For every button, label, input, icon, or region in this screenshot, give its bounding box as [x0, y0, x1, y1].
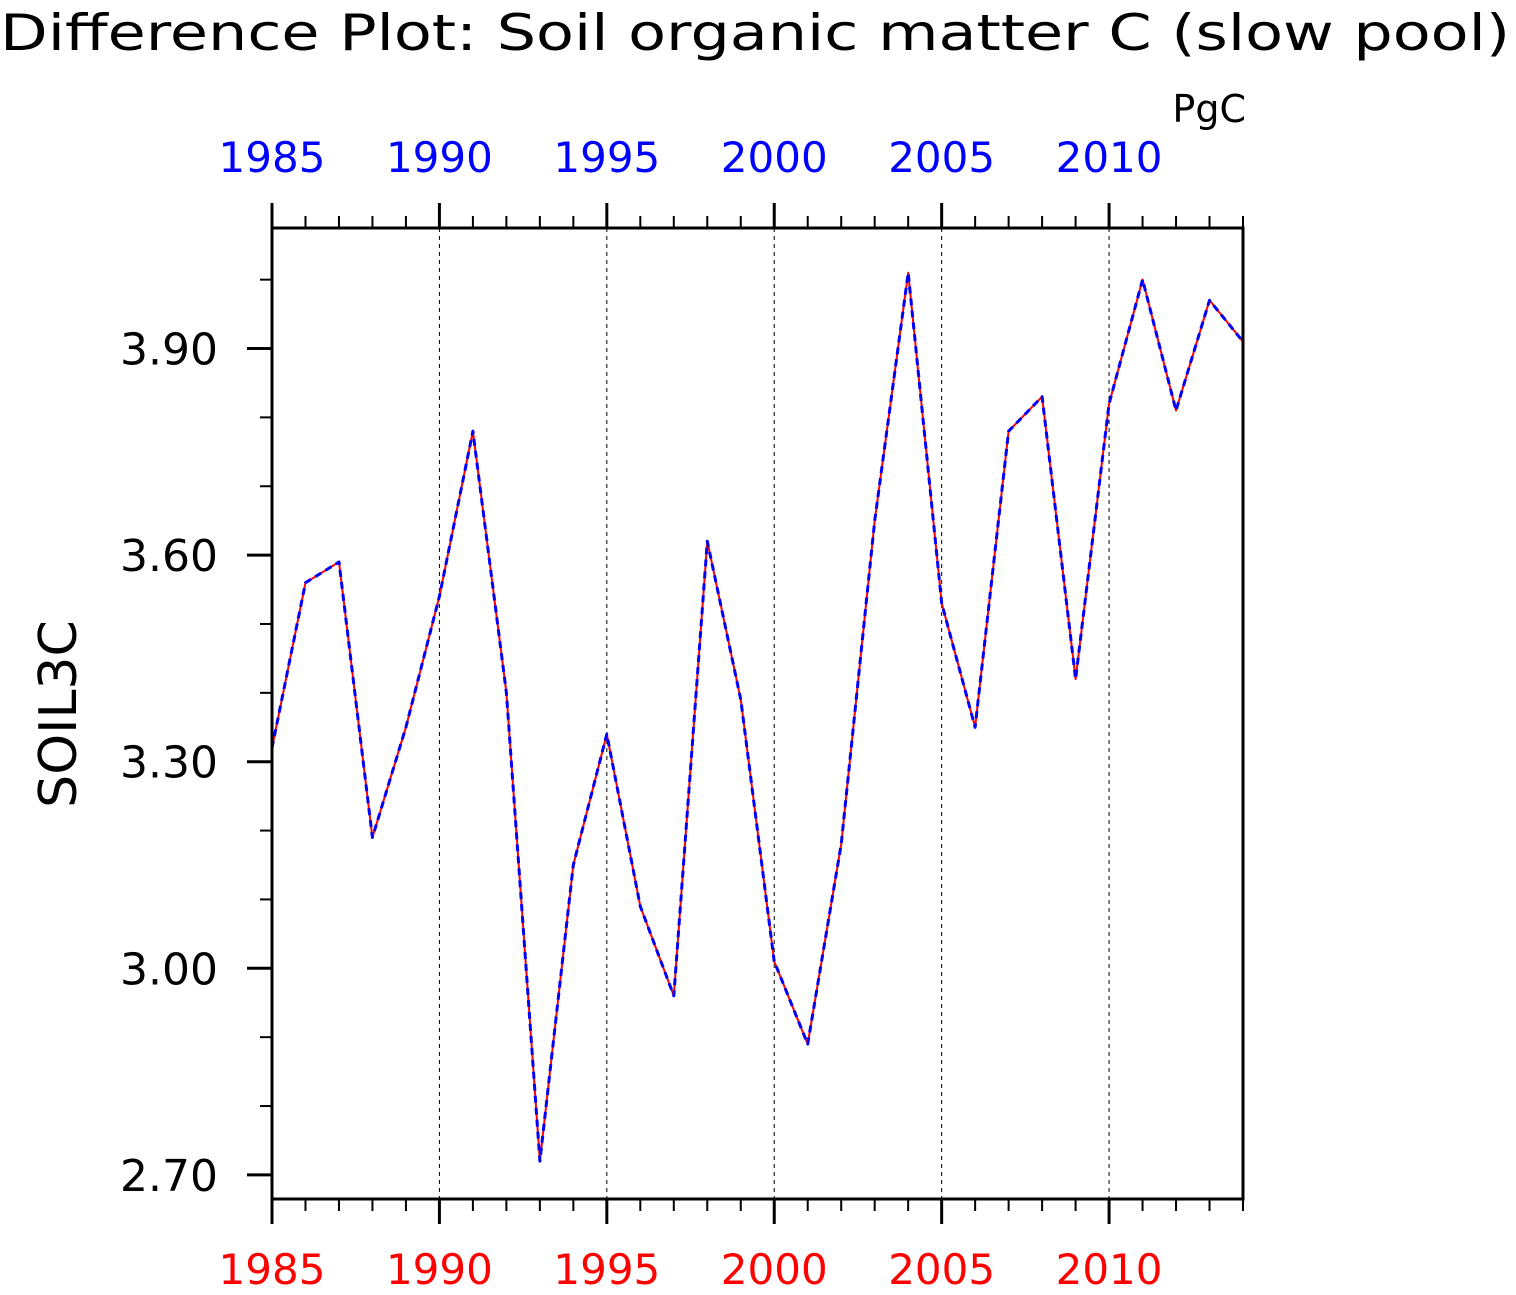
y-axis-label: SOIL3C [29, 620, 89, 808]
x-top-tick-label: 2010 [1056, 133, 1163, 182]
units-label: PgC [1172, 87, 1246, 131]
x-bottom-tick-label: 2010 [1056, 1245, 1163, 1290]
x-bottom-tick-label: 2005 [888, 1245, 995, 1290]
x-top-tick-label: 1990 [386, 133, 493, 182]
series-line-1 [271, 271, 1244, 1163]
x-bottom-tick-label: 2000 [721, 1245, 828, 1290]
chart-title: Difference Plot: Soil organic matter C (… [0, 4, 1510, 62]
y-tick-label: 2.70 [120, 1151, 218, 1202]
x-top-tick-label: 1995 [553, 133, 660, 182]
x-bottom-tick-label: 1985 [219, 1245, 326, 1290]
x-top-tick-label: 2005 [888, 133, 995, 182]
plot-frame [270, 226, 1245, 1201]
grid-lines [438, 228, 1110, 1199]
x-bottom-tick-label: 1995 [553, 1245, 660, 1290]
x-bottom-tick-label: 1990 [386, 1245, 493, 1290]
series-line-2 [270, 271, 1245, 1163]
y-tick-label: 3.60 [120, 531, 218, 582]
y-tick-label: 3.90 [120, 325, 218, 376]
x-top-tick-label: 1985 [219, 133, 326, 182]
y-tick-label: 3.00 [120, 944, 218, 995]
series-group [270, 271, 1245, 1163]
axes: 1985 1985 1990 1990 1995 1995 2000 2000 2005 2005… [120, 133, 1244, 1294]
y-tick-label: 3.30 [120, 738, 218, 789]
x-top-tick-label: 2000 [721, 133, 828, 182]
